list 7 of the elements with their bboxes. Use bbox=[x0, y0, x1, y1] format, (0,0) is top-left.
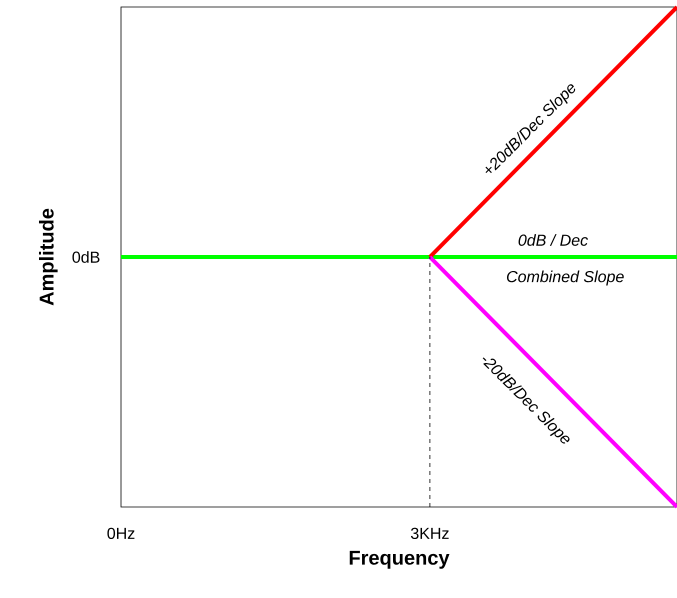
x-axis-title: Frequency bbox=[350, 550, 450, 569]
annotation: 0dB / Dec bbox=[518, 234, 588, 246]
annotation: Combined Slope bbox=[506, 270, 624, 286]
y-axis-title: Amplitude bbox=[38, 208, 58, 306]
x-tick-label: 0Hz bbox=[107, 528, 134, 540]
text: 0dB bbox=[72, 251, 100, 263]
x-tick-label: 3KHz bbox=[410, 528, 449, 540]
